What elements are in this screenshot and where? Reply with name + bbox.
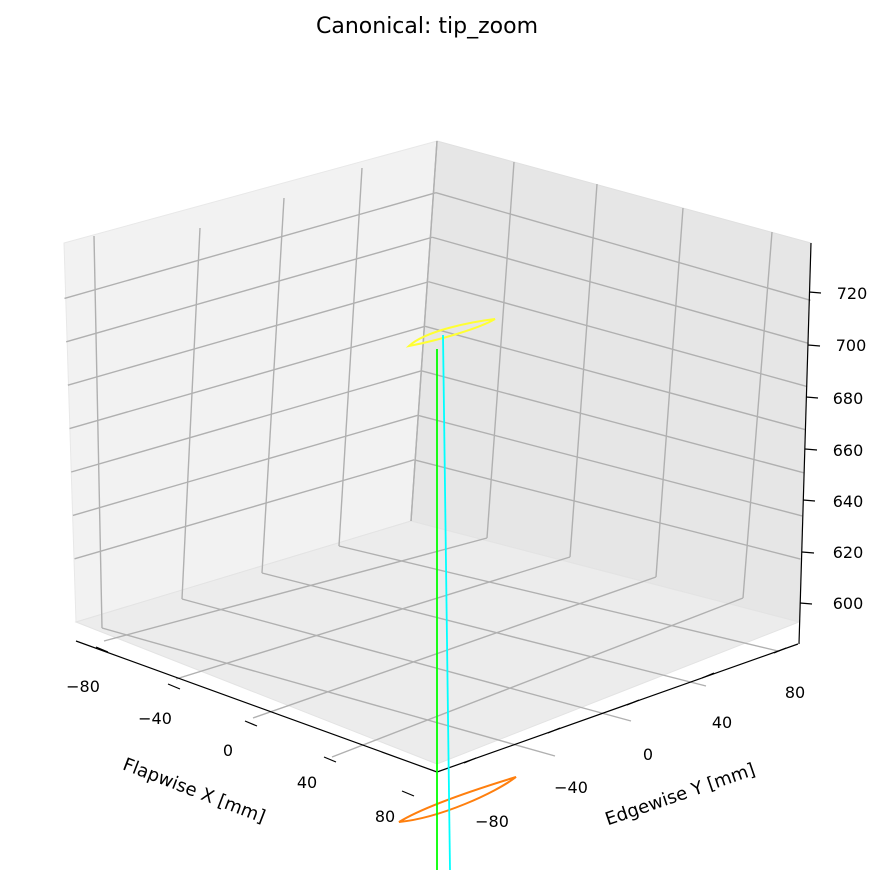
z-tick-2	[802, 499, 816, 502]
grid-line-z-left-3	[69, 325, 426, 430]
grid-line-z-left-2	[71, 370, 422, 473]
x-tick-label-0: −80	[66, 677, 100, 696]
grid-line-z-left-6	[64, 192, 437, 300]
x-tick-4	[401, 790, 415, 797]
grid-line-v-right-4	[742, 231, 773, 599]
y-tick-label-3: 40	[712, 713, 732, 732]
grid-line-floor-x-3	[331, 597, 744, 758]
grid-line-v-right-1	[486, 161, 515, 539]
z-tick-label-6: 720	[837, 284, 868, 303]
grid-line-v-left-1	[338, 167, 363, 547]
grid-line-z-left-4	[67, 281, 429, 386]
grid-line-floor-x-2	[252, 576, 657, 719]
series-line-cyan	[442, 334, 451, 871]
grid-line-z-right-5	[432, 236, 810, 345]
grid-line-z-left-1	[72, 414, 418, 517]
chart-title: Canonical: tip_zoom	[316, 14, 538, 39]
z-tick-3	[804, 448, 818, 451]
grid-line-v-right-2	[569, 183, 598, 558]
z-tick-label-5: 700	[836, 336, 867, 355]
series-section-bottom	[398, 776, 517, 823]
grid-line-z-right-3	[424, 325, 806, 431]
grid-line-z-left-0	[74, 459, 415, 560]
y-tick-label-1: −40	[554, 778, 588, 797]
grid-lines	[64, 140, 811, 758]
y-tick-label-0: −80	[475, 812, 509, 831]
series-section-top	[405, 318, 496, 348]
y-axis-label: Edgewise Y [mm]	[603, 759, 758, 830]
x-tick-label-4: 80	[375, 807, 395, 826]
grid-line-floor-x-0	[103, 537, 488, 642]
grid-line-floor-y-2	[181, 598, 632, 722]
grid-line-z-left-5	[65, 236, 433, 343]
z-tick-label-1: 620	[833, 543, 864, 562]
x-axis-line	[75, 640, 438, 773]
grid-line-z-right-6	[435, 192, 811, 301]
grid-line-z-right-0	[413, 459, 801, 560]
x-tick-1	[167, 683, 181, 690]
z-tick-label-2: 640	[833, 492, 864, 511]
z-tick-label-3: 660	[833, 441, 864, 460]
grid-line-floor-y-0	[338, 545, 779, 652]
y-tick-2	[626, 699, 640, 706]
y-tick-4	[773, 647, 787, 654]
x-axis-label: Flapwise X [mm]	[120, 754, 268, 828]
z-tick-4	[805, 396, 819, 399]
axes	[75, 242, 822, 797]
z-tick-5	[807, 344, 821, 347]
z-tick-label-4: 680	[833, 389, 864, 408]
y-axis-line	[436, 643, 799, 773]
grid-line-floor-x-1	[175, 556, 571, 680]
z-tick-label-0: 600	[833, 594, 864, 613]
data-series	[398, 318, 517, 871]
x-tick-0	[95, 646, 109, 653]
grid-line-z-right-4	[428, 281, 808, 388]
y-tick-1	[547, 727, 561, 734]
z-tick-6	[808, 291, 822, 294]
x-tick-label-3: 40	[297, 773, 317, 792]
grid-line-v-left-3	[181, 227, 201, 600]
y-tick-3	[701, 672, 715, 679]
grid-line-z-right-2	[421, 370, 804, 474]
tick-labels: −80 −40 0 40 80 −80 −40 0 40 80 600 620 640 660 680 700…	[66, 284, 867, 831]
grid-line-floor-y-3	[101, 627, 556, 757]
x-tick-label-1: −40	[138, 709, 172, 728]
x-tick-2	[244, 720, 258, 727]
x-tick-label-2: 0	[223, 741, 233, 760]
z-tick-0	[799, 602, 813, 605]
y-tick-label-4: 80	[785, 683, 805, 702]
grid-line-v-left-2	[261, 197, 285, 574]
grid-line-floor-y-1	[261, 572, 707, 687]
z-axis-line	[798, 242, 812, 645]
y-tick-0	[463, 757, 477, 764]
y-tick-label-2: 0	[643, 745, 653, 764]
z-tick-1	[801, 551, 815, 554]
grid-line-z-right-1	[417, 414, 803, 517]
grid-line-v-left-0	[410, 140, 438, 522]
grid-line-v-left-4	[93, 235, 103, 629]
x-tick-3	[323, 756, 337, 763]
